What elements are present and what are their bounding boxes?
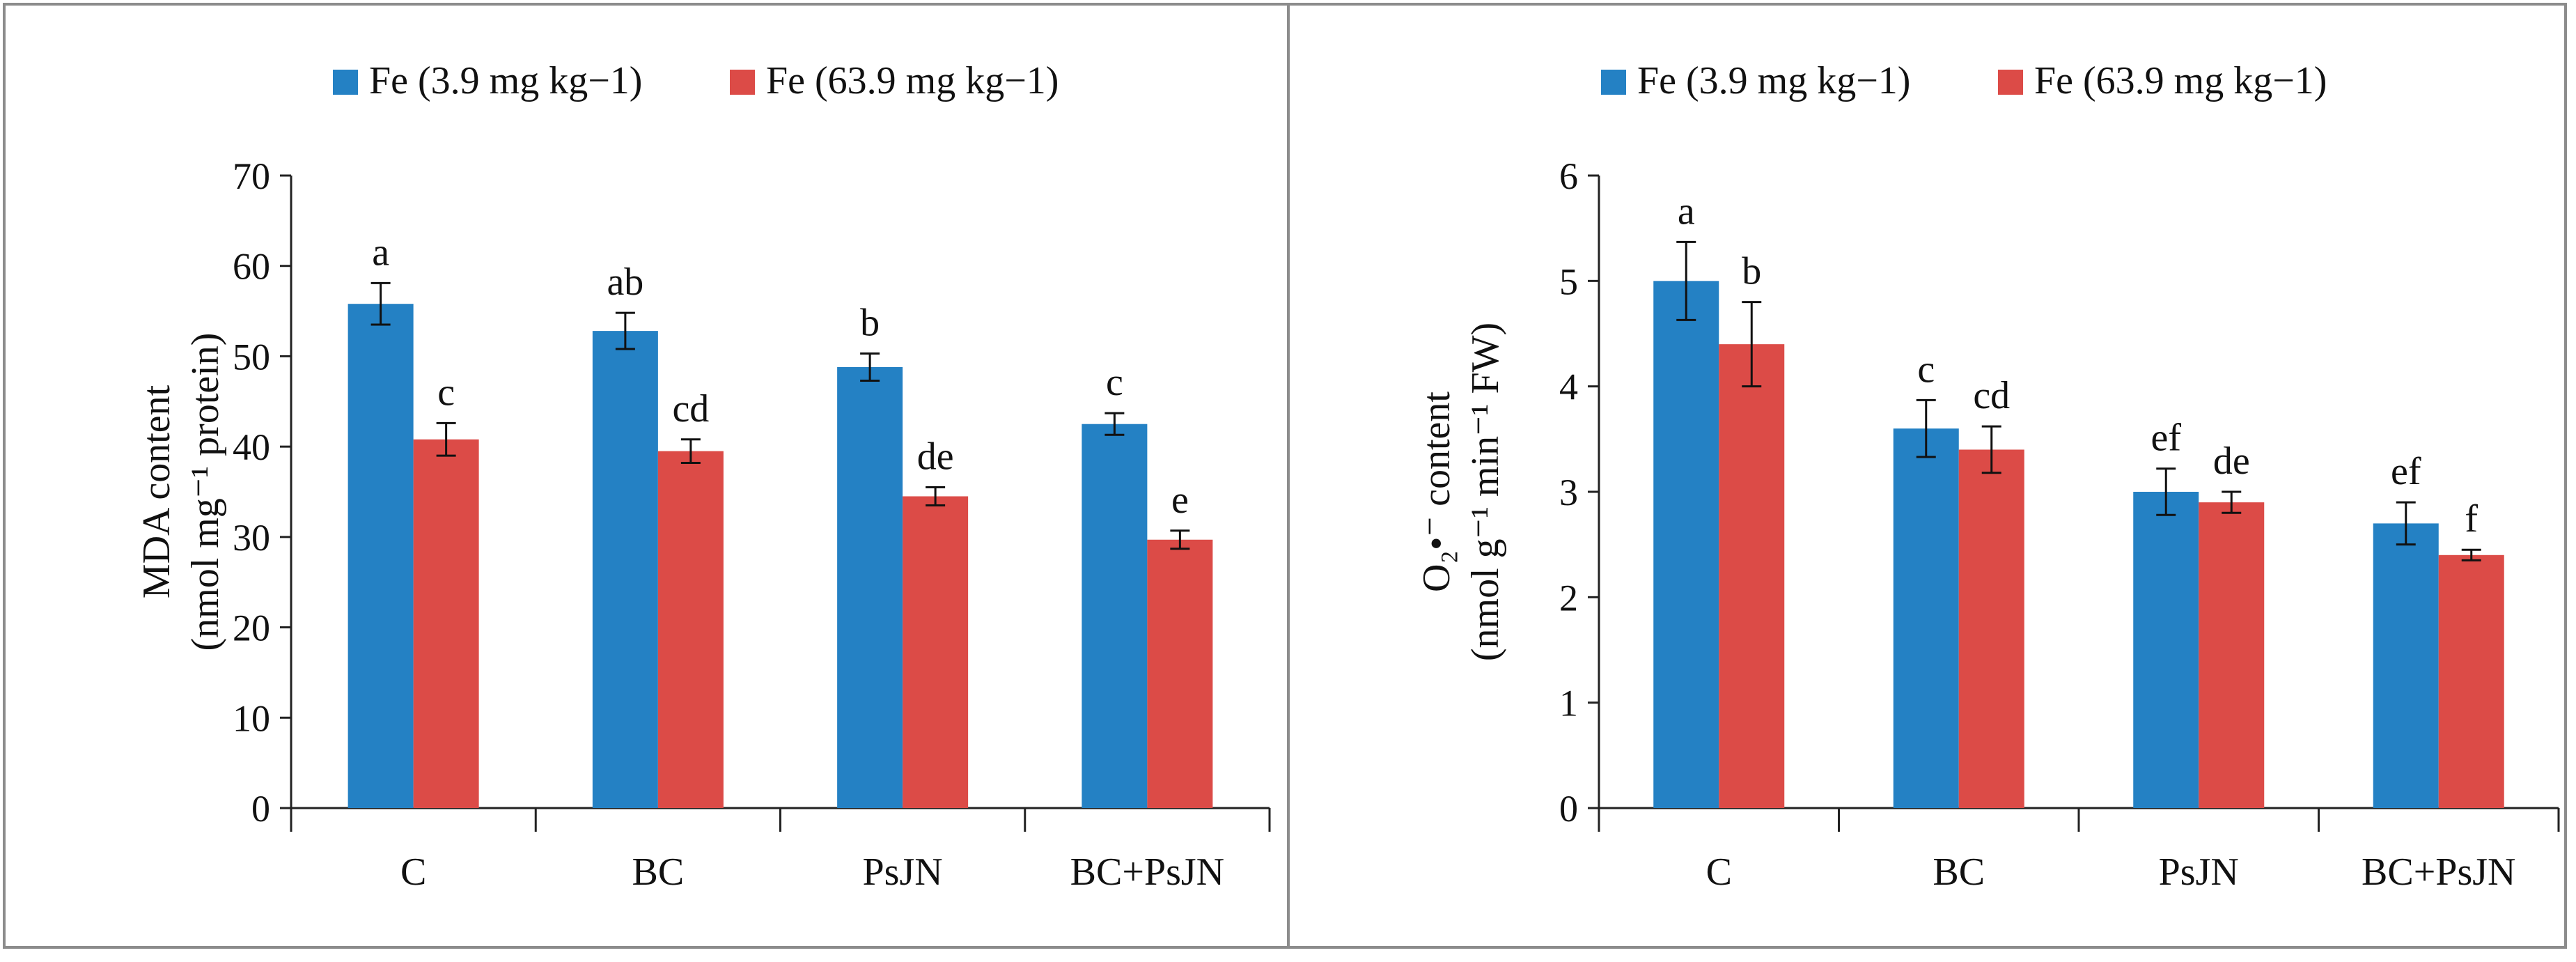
y-tick-label: 10 (233, 697, 270, 739)
significance-letter: b (1742, 250, 1761, 293)
significance-letter: ef (2391, 450, 2421, 493)
bar (2199, 502, 2265, 808)
significance-letter: cd (672, 387, 709, 430)
bar (348, 304, 414, 808)
y-axis-title: MDA content (135, 385, 178, 598)
y-tick-label: 3 (1559, 472, 1578, 513)
significance-letter: c (437, 371, 455, 414)
legend-swatch (1998, 70, 2023, 95)
y-tick-label: 1 (1559, 683, 1578, 724)
bar (1653, 281, 1719, 808)
x-tick-label: BC (1933, 851, 1985, 894)
bar (592, 331, 658, 808)
y-tick-label: 2 (1559, 577, 1578, 619)
superoxide-chart: Fe (3.9 mg kg−1) Fe (63.9 mg kg−1) 0 1 2 3 4 5 6… (1415, 59, 2560, 894)
y-tick-label: 70 (233, 155, 270, 197)
bar (1082, 424, 1148, 808)
bar (1719, 344, 1785, 809)
y-axis-title: O₂•⁻ content (1415, 391, 1458, 592)
y-tick-label: 0 (251, 788, 270, 830)
bar (1958, 449, 2024, 808)
bar (2373, 523, 2439, 808)
significance-letter: c (1106, 361, 1123, 404)
bar (2133, 492, 2199, 808)
y-axis-title: (nmol mg⁻¹ protein) (184, 333, 227, 651)
significance-letter: de (917, 435, 954, 479)
x-tick-label: C (400, 851, 426, 894)
y-tick-label: 30 (233, 517, 270, 559)
bar (2438, 554, 2504, 808)
x-tick-label: BC+PsJN (2362, 851, 2515, 894)
x-tick-label: BC (632, 851, 685, 894)
significance-letter: f (2465, 497, 2478, 541)
significance-letter: a (1678, 189, 1695, 233)
significance-letter: b (860, 302, 880, 345)
bar (903, 496, 969, 808)
bar (413, 439, 479, 808)
y-tick-label: 4 (1559, 366, 1578, 408)
y-tick-label: 40 (233, 426, 270, 468)
legend-swatch (1601, 70, 1626, 95)
legend-swatch (730, 70, 755, 95)
significance-letter: cd (1973, 374, 2010, 417)
x-tick-label: BC+PsJN (1070, 851, 1224, 894)
significance-letter: ef (2150, 417, 2181, 460)
y-tick-label: 5 (1559, 261, 1578, 302)
x-tick-label: PsJN (863, 851, 943, 894)
significance-letter: ab (607, 261, 643, 304)
y-axis-title: (nmol g⁻¹ min⁻¹ FW) (1464, 323, 1507, 661)
significance-letter: a (372, 231, 389, 274)
y-tick-label: 6 (1559, 155, 1578, 197)
chart-panel-superoxide: Fe (3.9 mg kg−1) Fe (63.9 mg kg−1) 0 1 2 3 4 5 6… (1287, 3, 2567, 949)
y-tick-label: 60 (233, 246, 270, 288)
mda-chart: Fe (3.9 mg kg−1) Fe (63.9 mg kg−1) 0 10 20 30… (135, 59, 1271, 894)
bar (837, 366, 903, 808)
y-tick-label: 50 (233, 336, 270, 378)
x-tick-label: PsJN (2159, 851, 2239, 894)
legend-label: Fe (3.9 mg kg−1) (1637, 59, 1910, 102)
legend-label: Fe (3.9 mg kg−1) (369, 59, 642, 102)
chart-panel-mda: Fe (3.9 mg kg−1) Fe (63.9 mg kg−1) 0 10 20 30… (3, 3, 1290, 949)
bar (1147, 539, 1213, 808)
bar (657, 451, 724, 808)
y-tick-label: 0 (1559, 788, 1578, 830)
bar (1893, 428, 1959, 808)
x-tick-label: C (1706, 851, 1732, 894)
legend-label: Fe (63.9 mg kg−1) (766, 59, 1059, 102)
legend-swatch (333, 70, 358, 95)
significance-letter: de (2213, 440, 2250, 483)
y-tick-label: 20 (233, 607, 270, 649)
legend-label: Fe (63.9 mg kg−1) (2034, 59, 2327, 102)
significance-letter: c (1917, 348, 1935, 391)
significance-letter: e (1171, 479, 1189, 522)
